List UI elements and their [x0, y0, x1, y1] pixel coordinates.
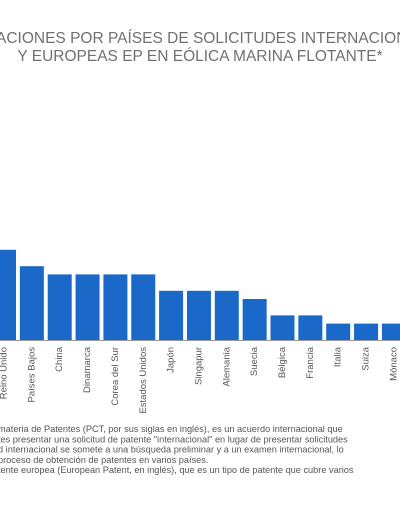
x-tick-label: Suiza: [361, 346, 372, 370]
bar: [131, 274, 156, 340]
x-tick-label: Francia: [305, 346, 316, 378]
x-tick-label: Alemania: [221, 346, 232, 386]
x-tick-label: Reino Unido: [0, 347, 10, 399]
bar: [103, 274, 128, 340]
x-tick-label: Mónaco: [388, 347, 399, 381]
bar: [270, 315, 295, 340]
x-tick-label: Estados Unidos: [138, 347, 149, 414]
bar: [0, 249, 16, 340]
bar: [214, 290, 239, 340]
x-tick-label: Suecia: [249, 346, 260, 376]
bar: [19, 266, 44, 340]
x-tick-label: Singapur: [193, 347, 204, 385]
bar: [326, 323, 351, 340]
chart-title: ACIONES POR PAÍSES DE SOLICITUDES INTERN…: [0, 30, 400, 47]
x-tick-label: Italia: [333, 346, 344, 367]
x-tick-label: Corea del Sur: [110, 347, 121, 406]
chart-title: Y EUROPEAS EP EN EÓLICA MARINA FLOTANTE*: [17, 48, 382, 65]
x-tick-label: Bélgica: [277, 346, 288, 378]
bar: [186, 290, 211, 340]
bar: [354, 323, 379, 340]
bar: [159, 290, 184, 340]
bar: [381, 323, 400, 340]
footnote: tes presentar una solicitud de patente "…: [0, 434, 348, 444]
footnote: proceso de obtención de patentes en vari…: [0, 455, 208, 465]
footnote: d internacional se somete a una búsqueda…: [0, 445, 344, 455]
bar: [298, 315, 323, 340]
bar: [242, 299, 267, 340]
bar: [75, 274, 100, 340]
x-tick-label: Dinamarca: [82, 346, 93, 393]
x-tick-label: China: [54, 346, 65, 372]
x-tick-label: Países Bajos: [26, 347, 37, 403]
footnote: tente europea (European Patent, en inglé…: [0, 465, 354, 475]
bar: [47, 274, 72, 340]
x-tick-label: Japón: [166, 347, 177, 373]
footnote: materia de Patentes (PCT, por sus siglas…: [0, 424, 343, 434]
